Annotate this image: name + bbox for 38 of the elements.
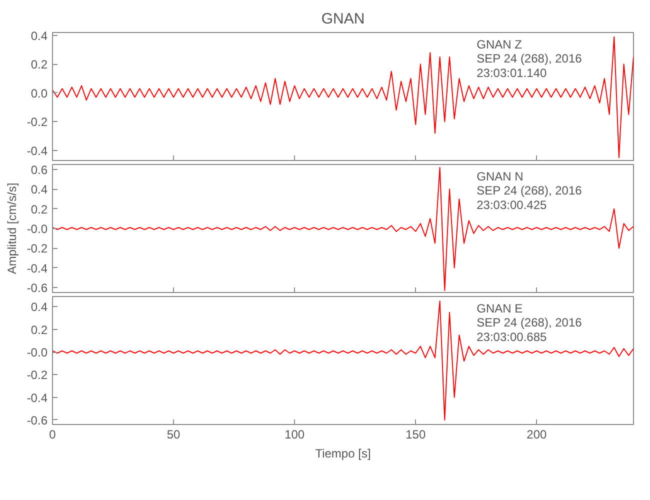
- y-tick-label: 0.0: [30, 86, 48, 100]
- x-tick-label: 100: [284, 428, 305, 442]
- annotation: 23:03:00.425: [476, 198, 548, 212]
- y-tick-label: -0.0: [26, 346, 48, 360]
- chart-title: GNAN: [321, 10, 365, 28]
- y-tick-label: 0.4: [30, 28, 48, 43]
- x-axis-title: Tiempo [s]: [315, 446, 371, 460]
- annotation: 23:03:00.685: [476, 330, 548, 344]
- x-tick-label: 200: [526, 428, 548, 442]
- y-tick-label: 0.4: [30, 182, 48, 197]
- y-tick-label: 0.6: [30, 162, 48, 177]
- x-tick-label: 150: [406, 428, 426, 442]
- x-tick-label: 50: [166, 428, 181, 442]
- line-series: [52, 166, 634, 292]
- annotation: SEP 24 (268), 2016: [476, 316, 582, 330]
- y-tick-label: -0.0: [26, 222, 48, 236]
- y-tick-label: -0.6: [26, 413, 48, 428]
- annotation: SEP 24 (268), 2016: [476, 184, 582, 198]
- annotation: GNAN E: [476, 302, 523, 316]
- y-tick-label: -0.2: [26, 242, 48, 256]
- annotation: GNAN N: [476, 170, 524, 184]
- y-tick-label: -0.4: [26, 390, 48, 405]
- y-tick-label: 0.2: [30, 322, 48, 337]
- y-tick-label: 0.2: [30, 58, 48, 72]
- line-series: [52, 300, 634, 420]
- x-tick-label: 0: [49, 428, 56, 442]
- y-tick-label: -0.4: [26, 261, 48, 276]
- annotation: GNAN Z: [476, 38, 522, 52]
- y-tick-label: -0.2: [26, 115, 48, 130]
- annotation: 23:03:01.140: [476, 66, 548, 80]
- y-tick-label: -0.6: [26, 281, 48, 296]
- y-tick-label: -0.2: [26, 368, 48, 382]
- line-series: [52, 36, 634, 158]
- y-tick-label: 0.4: [30, 300, 48, 314]
- y-tick-label: 0.2: [30, 202, 48, 216]
- annotation: SEP 24 (268), 2016: [476, 52, 582, 66]
- y-tick-label: -0.4: [26, 144, 48, 158]
- y-axis-title: Amplitud [cm/s/s]: [4, 182, 19, 274]
